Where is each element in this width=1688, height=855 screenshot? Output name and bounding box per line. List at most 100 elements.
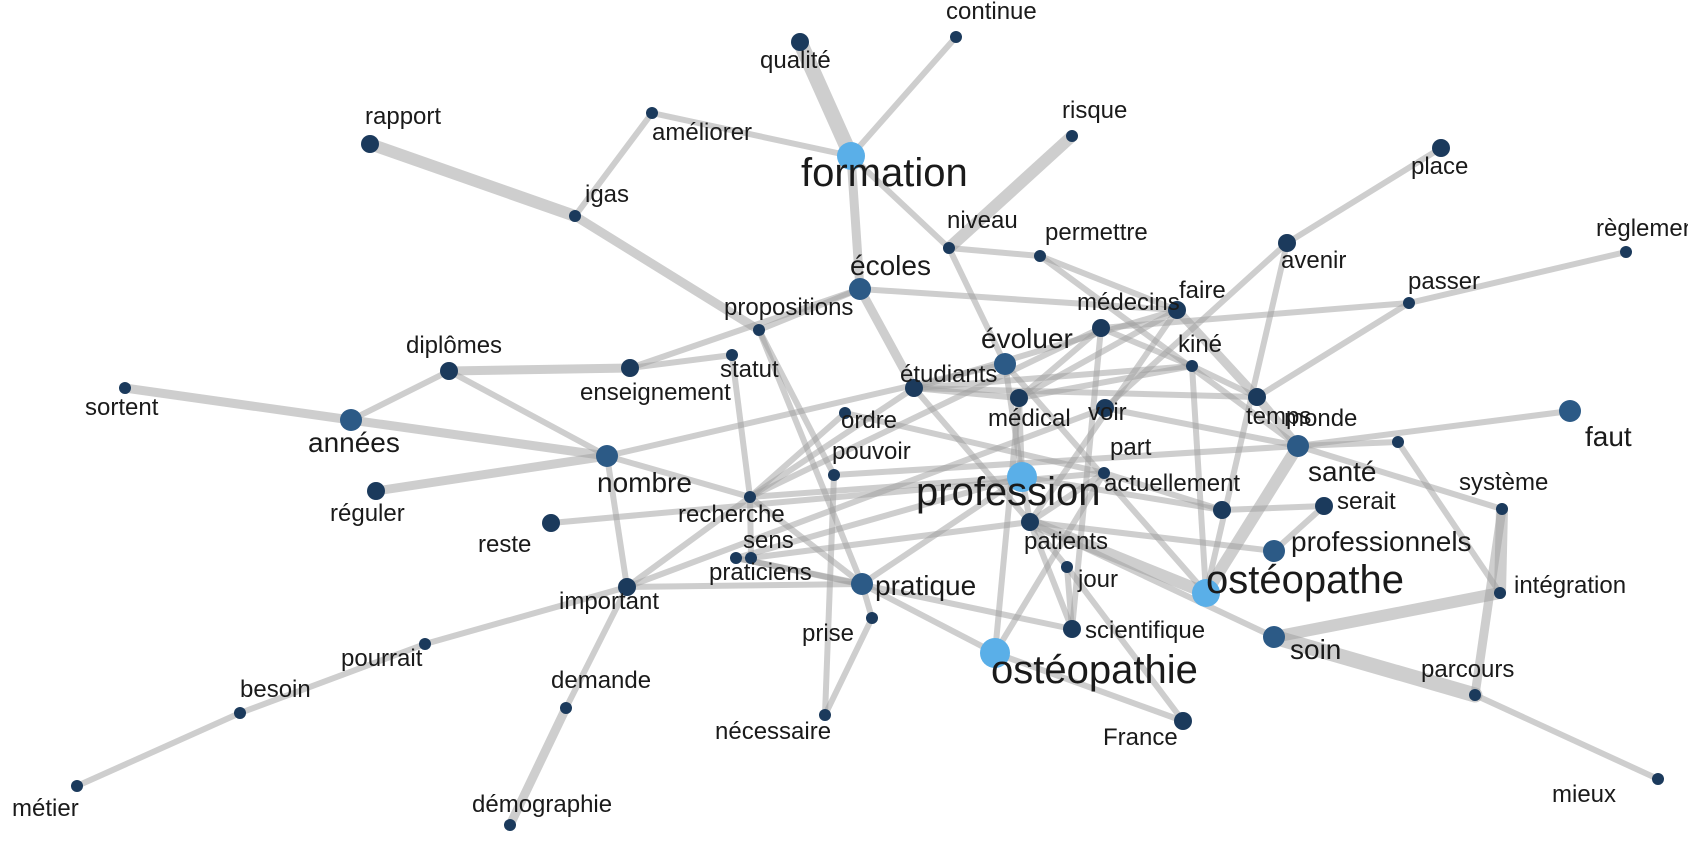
edge-pouvoir-necessaire [822,472,837,718]
edge-diplomes-annees [348,368,452,423]
label-rapport: rapport [365,103,441,130]
label-part: part [1110,434,1152,461]
label-voir: voir [1088,399,1127,426]
edge-recherche-important [624,494,753,590]
edge-permettre-faire [1037,253,1180,313]
node-nombre [596,445,618,467]
node-recherche [744,491,756,503]
node-france [1174,712,1192,730]
label-pourrait: pourrait [341,645,423,672]
edge-sens-scientifique [733,555,1075,632]
label-reglementation: règlementation [1596,215,1688,242]
node-necessaire [819,709,831,721]
edge-recherche-pratique [747,494,865,587]
label-integration: intégration [1514,572,1626,599]
edge-patients-praticiens [748,519,1033,561]
label-sens: sens [743,527,794,554]
label-avenir: avenir [1281,247,1346,274]
node-integration [1494,587,1506,599]
node-ordre [839,407,851,419]
edge-formation-ameliorer [649,110,854,159]
label-scientifique: scientifique [1085,617,1205,644]
label-permettre: permettre [1045,219,1148,246]
edge-formation-continue [848,34,959,159]
edge-medecins-kine [1098,325,1195,369]
edge-enseignement-statut [627,352,735,371]
edge-part-patients [1027,470,1107,525]
label-monde: monde [1284,405,1357,432]
edge-integration-soin [1268,587,1506,643]
edge-professionnels-serait [1271,503,1327,554]
node-passer [1403,297,1415,309]
edge-osteopathe-kine [1189,363,1209,596]
label-praticiens: praticiens [709,559,812,586]
node-etudiants [905,379,923,397]
edge-formation-ecoles [846,151,865,294]
label-prise: prise [802,620,854,647]
node-reste [542,514,560,532]
edge-passer-reglementation [1406,249,1629,306]
label-mieux: mieux [1552,781,1616,808]
edge-pratique-important [624,581,865,590]
label-jour: jour [1077,566,1118,593]
node-faire [1168,301,1186,319]
node-annees [340,409,362,431]
edge-soin-parcours [1266,629,1483,703]
edge-sante-faut [1295,408,1573,449]
node-reglementation [1620,246,1632,258]
node-qualite [791,33,809,51]
edge-patients-scientifique [1027,519,1075,632]
node-kine [1186,360,1198,372]
label-evoluer: évoluer [981,323,1073,354]
label-diplomes: diplômes [406,332,502,359]
edge-profession-sens [733,474,1025,561]
node-praticiens [745,552,757,564]
edge-etudiants-temps [911,385,1260,400]
node-patients [1021,513,1039,531]
node-ameliorer [646,107,658,119]
edge-nombre-recherche [604,453,753,500]
edge-recherche-praticiens [747,494,754,561]
node-igas [569,210,581,222]
label-place: place [1411,153,1468,180]
node-layer [71,31,1664,831]
node-avenir [1278,234,1296,252]
label-important: important [559,588,659,615]
label-necessaire: nécessaire [715,718,831,745]
edge-nombre-important [604,453,630,590]
edge-rapport-igas [364,138,581,222]
edge-ecoles-faire [857,286,1180,313]
edge-kine-etudiants [911,363,1195,391]
node-formation [837,142,865,170]
edge-niveau-risque [943,130,1078,254]
node-evoluer [994,353,1016,375]
label-parcours: parcours [1421,656,1514,683]
node-diplomes [440,362,458,380]
label-osteopathe: ostéopathe [1206,558,1404,602]
node-niveau [943,242,955,254]
edge-voir-sante [1102,405,1301,449]
label-sortent: sortent [85,394,159,421]
label-etudiants: étudiants [900,361,997,388]
label-faire: faire [1179,277,1226,304]
node-important [618,578,636,596]
edge-besoin-metier [74,710,243,789]
label-nombre: nombre [597,467,692,498]
node-reguler [367,482,385,500]
edge-nombre-evoluer [604,361,1008,459]
edge-pourrait-besoin [237,641,428,716]
edge-formation-niveau [848,153,952,251]
edge-sante-monde [1295,439,1401,449]
node-systeme [1496,503,1508,515]
node-pouvoir [828,469,840,481]
edge-nombre-reguler [371,451,612,496]
edge-ordre-recherche [747,410,848,500]
node-enseignement [621,359,639,377]
label-actuellement: actuellement [1104,470,1240,497]
label-risque: risque [1062,97,1127,124]
node-sante [1287,435,1309,457]
edge-etudiants-recherche [747,385,917,500]
edge-actuellement-serait [1219,503,1327,513]
edge-france-jour [1064,564,1186,724]
